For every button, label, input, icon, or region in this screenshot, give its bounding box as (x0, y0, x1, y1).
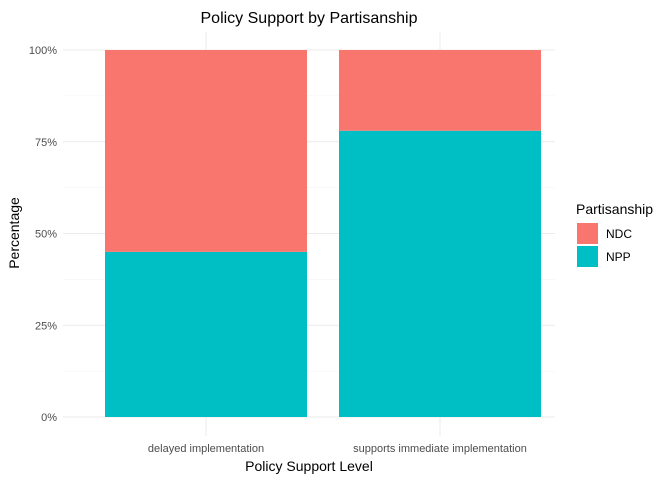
legend-title: Partisanship (576, 201, 653, 217)
legend-swatch-ndc (577, 223, 598, 244)
y-tick-label: 75% (35, 137, 57, 149)
bar-segment-npp-1 (105, 251, 307, 417)
legend-swatch-npp (577, 246, 598, 267)
x-axis-title: Policy Support Level (245, 458, 373, 474)
x-tick-label: delayed implementation (148, 443, 264, 455)
y-tick-label: 50% (35, 229, 57, 241)
bars (105, 50, 541, 418)
bar-segment-ndc-2 (339, 50, 541, 131)
chart-title: Policy Support by Partisanship (201, 10, 418, 27)
x-tick-label: supports immediate implementation (353, 443, 527, 455)
y-axis-title: Percentage (6, 197, 22, 269)
legend: Partisanship NDC NPP (576, 201, 653, 267)
x-axis-ticks: delayed implementation supports immediate… (148, 443, 527, 455)
bar-segment-ndc-1 (105, 50, 307, 252)
bar-segment-npp-2 (339, 130, 541, 418)
y-axis-ticks: 0% 25% 50% 75% 100% (29, 45, 57, 424)
y-tick-label: 100% (29, 45, 57, 57)
legend-label-npp: NPP (606, 250, 631, 264)
y-tick-label: 0% (41, 412, 57, 424)
legend-label-ndc: NDC (606, 227, 632, 241)
y-tick-label: 25% (35, 320, 57, 332)
